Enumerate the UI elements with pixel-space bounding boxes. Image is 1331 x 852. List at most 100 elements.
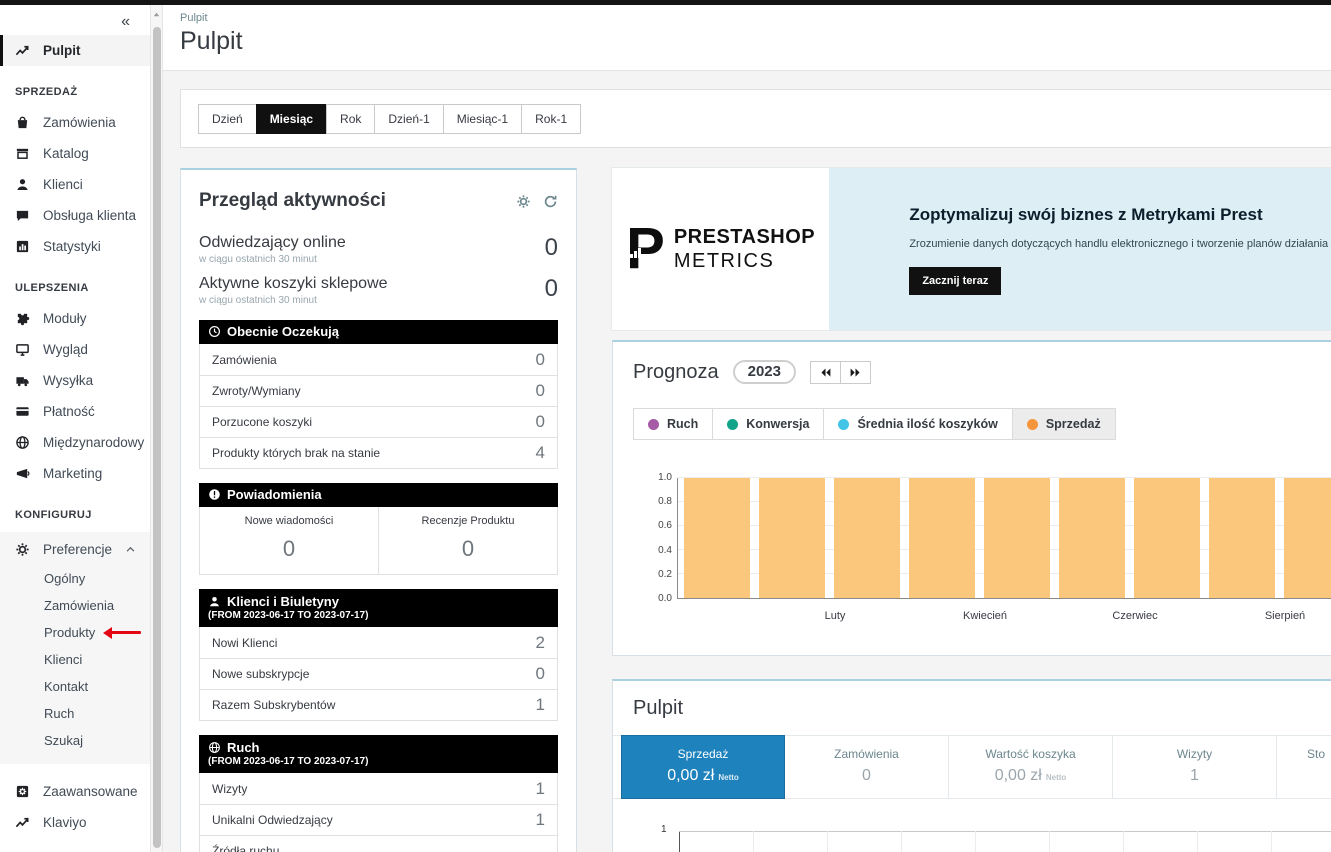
top-black-bar bbox=[0, 0, 1331, 5]
legend-item-konwersja[interactable]: Konwersja bbox=[712, 409, 823, 439]
sidebar-item-zaawansowane[interactable]: Zaawansowane bbox=[0, 776, 150, 807]
collapse-icon: « bbox=[121, 13, 130, 30]
metric-subtext: w ciągu ostatnich 30 minut bbox=[199, 254, 317, 265]
sidebar-item-marketing[interactable]: Marketing bbox=[0, 458, 150, 489]
table-row[interactable]: Wizyty 1 bbox=[212, 778, 545, 798]
sidebar-subitem-ruch[interactable]: Ruch bbox=[0, 700, 150, 727]
globe-icon bbox=[15, 435, 30, 450]
forecast-bar bbox=[1134, 478, 1200, 598]
sidebar-item-platnosc[interactable]: Płatność bbox=[0, 396, 150, 427]
trend-chart-icon bbox=[15, 43, 30, 58]
sidebar-item-label: Zamówienia bbox=[44, 598, 115, 613]
sidebar-subitem-kontakt[interactable]: Kontakt bbox=[0, 673, 150, 700]
sidebar-subitem-ogolny[interactable]: Ogólny bbox=[0, 565, 150, 592]
table-row[interactable]: Zamówienia 0 bbox=[212, 349, 545, 369]
sidebar-item-miedzynarodowy[interactable]: Międzynarodowy bbox=[0, 427, 150, 458]
monitor-icon bbox=[15, 342, 30, 357]
table-row[interactable]: Unikalni Odwiedzający 1 bbox=[200, 804, 557, 835]
metrics-logo-area: P PRESTASHOP METRICS bbox=[612, 168, 830, 330]
activity-panel-title: Przegląd aktywności bbox=[199, 190, 386, 211]
year-badge: 2023 bbox=[732, 360, 796, 384]
table-row[interactable]: Razem Subskrybentów 1 bbox=[200, 689, 557, 720]
metric-online-visitors: Odwiedzający online w ciągu ostatnich 30… bbox=[199, 234, 558, 265]
table-row[interactable]: Porzucone koszyki 0 bbox=[200, 406, 557, 437]
period-button-miesiac-1[interactable]: Miesiąc-1 bbox=[442, 104, 523, 134]
sidebar-item-label: Ogólny bbox=[44, 571, 86, 586]
sidebar-collapse-button[interactable]: « bbox=[0, 5, 150, 35]
sidebar-item-obsluga-klienta[interactable]: Obsługa klienta bbox=[0, 200, 150, 231]
scrollbar-up-arrow-icon[interactable] bbox=[151, 9, 162, 21]
forecast-bar bbox=[759, 478, 825, 598]
period-button-rok-1[interactable]: Rok-1 bbox=[521, 104, 582, 134]
table-row[interactable]: Nowe subskrypcje 0 bbox=[200, 658, 557, 689]
sidebar-item-zamowienia[interactable]: Zamówienia bbox=[0, 107, 150, 138]
legend-dot bbox=[727, 418, 739, 430]
table-row[interactable]: Nowi Klienci 2 bbox=[212, 632, 545, 652]
breadcrumb: Pulpit bbox=[180, 12, 208, 24]
metrics-logo-p-icon: P bbox=[626, 215, 665, 281]
legend-dot bbox=[1026, 418, 1038, 430]
legend-dot bbox=[838, 418, 850, 430]
kpi-tab-wartosc-koszyka[interactable]: Wartość koszyka 0,00 zł Netto bbox=[949, 736, 1113, 798]
sidebar-item-label: Statystyki bbox=[43, 239, 101, 254]
previous-year-button[interactable] bbox=[811, 362, 840, 383]
sidebar-item-label: Pulpit bbox=[43, 43, 81, 58]
chat-bubble-icon bbox=[15, 208, 30, 223]
legend-item-ruch[interactable]: Ruch bbox=[634, 409, 712, 439]
section-date-range: (FROM 2023-06-17 TO 2023-07-17) bbox=[208, 756, 369, 767]
period-button-rok[interactable]: Rok bbox=[326, 104, 376, 134]
x-axis-label: Czerwiec bbox=[1112, 610, 1158, 622]
sidebar-subitem-zamowienia[interactable]: Zamówienia bbox=[0, 592, 150, 619]
trend-chart-icon bbox=[15, 815, 30, 830]
section-title: Powiadomienia bbox=[227, 487, 322, 502]
banner-subtext: Zrozumienie danych dotyczących handlu el… bbox=[909, 238, 1331, 250]
period-button-miesiac[interactable]: Miesiąc bbox=[255, 104, 328, 134]
next-year-button[interactable] bbox=[840, 361, 870, 383]
dashboard-panel: Pulpit Sprzedaż 0,00 zł Netto Zamówienia … bbox=[612, 679, 1331, 852]
kpi-tab-zamowienia[interactable]: Zamówienia 0 bbox=[785, 736, 949, 798]
person-icon bbox=[208, 595, 221, 608]
y-axis: 1.0 0.8 0.6 0.4 0.2 0.0 bbox=[633, 473, 677, 604]
sidebar-item-moduly[interactable]: Moduły bbox=[0, 303, 150, 334]
period-button-dzien[interactable]: Dzień bbox=[198, 104, 257, 134]
kpi-tab-partial[interactable]: Sto bbox=[1307, 747, 1326, 761]
gear-icon[interactable] bbox=[516, 194, 531, 209]
sidebar-item-pulpit[interactable]: Pulpit bbox=[0, 35, 150, 66]
legend-item-sprzedaz[interactable]: Sprzedaż bbox=[1011, 409, 1115, 439]
sidebar-subitem-klienci[interactable]: Klienci bbox=[0, 646, 150, 673]
notification-cell[interactable]: Nowe wiadomości 0 bbox=[244, 515, 334, 561]
sidebar-item-klienci[interactable]: Klienci bbox=[0, 169, 150, 200]
sidebar-subitem-szukaj[interactable]: Szukaj bbox=[0, 727, 150, 754]
table-row[interactable]: Produkty których brak na stanie 4 bbox=[200, 437, 557, 468]
period-button-dzien-1[interactable]: Dzień-1 bbox=[374, 104, 444, 134]
sidebar-item-label: Preferencje bbox=[43, 542, 113, 557]
sidebar-item-label: Katalog bbox=[43, 146, 89, 161]
y-axis-tick: 0.0 bbox=[658, 592, 672, 604]
annotation-arrow-icon bbox=[103, 626, 143, 639]
sidebar-item-klaviyo[interactable]: Klaviyo bbox=[0, 807, 150, 838]
sidebar-item-katalog[interactable]: Katalog bbox=[0, 138, 150, 169]
scrollbar-thumb[interactable] bbox=[152, 27, 161, 848]
sidebar-item-wyglad[interactable]: Wygląd bbox=[0, 334, 150, 365]
refresh-icon[interactable] bbox=[543, 194, 558, 209]
sidebar-item-preferencje[interactable]: Preferencje bbox=[0, 532, 150, 565]
metric-label: Aktywne koszyki sklepowe bbox=[199, 275, 388, 292]
table-row[interactable]: Zwroty/Wymiany 0 bbox=[200, 375, 557, 406]
notification-cell[interactable]: Recenzje Produktu 0 bbox=[378, 507, 557, 574]
sidebar-scrollbar[interactable] bbox=[150, 5, 163, 852]
section-date-range: (FROM 2023-06-17 TO 2023-07-17) bbox=[208, 610, 369, 621]
legend-item-srednia-ilosc-koszykow[interactable]: Średnia ilość koszyków bbox=[823, 409, 1011, 439]
prestashop-metrics-logo: P PRESTASHOP METRICS bbox=[626, 215, 815, 281]
metric-value: 0 bbox=[544, 275, 558, 302]
sidebar-subitem-produkty[interactable]: Produkty bbox=[0, 619, 150, 646]
logo-line2: METRICS bbox=[673, 249, 775, 272]
kpi-tab-wizyty[interactable]: Wizyty 1 bbox=[1113, 736, 1277, 798]
sidebar-item-statystyki[interactable]: Statystyki bbox=[0, 231, 150, 262]
sidebar-item-wysylka[interactable]: Wysyłka bbox=[0, 365, 150, 396]
table-row[interactable]: Źródła ruchu bbox=[200, 835, 557, 852]
start-now-button[interactable]: Zacznij teraz bbox=[909, 267, 1002, 295]
unit-label: Netto bbox=[718, 773, 739, 782]
forecast-bar bbox=[909, 478, 975, 598]
kpi-tab-sprzedaz[interactable]: Sprzedaż 0,00 zł Netto bbox=[621, 735, 785, 799]
sidebar-item-label: Ruch bbox=[44, 706, 75, 721]
